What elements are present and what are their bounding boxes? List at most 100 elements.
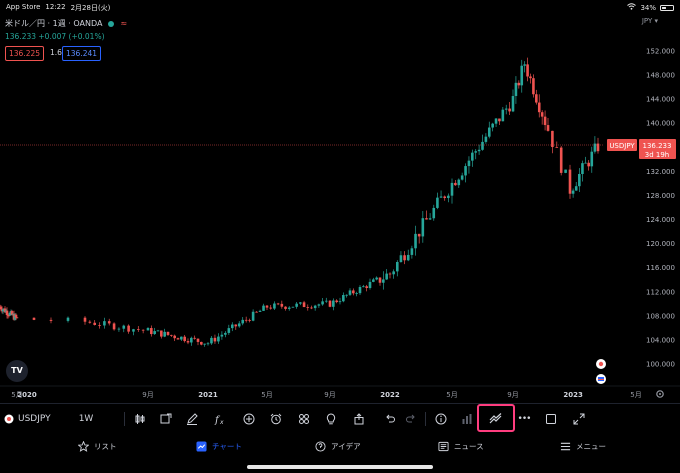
buy-button[interactable]: 136.241: [62, 46, 102, 61]
candle-body: [581, 163, 584, 174]
redo-icon[interactable]: [404, 410, 418, 428]
compare-icon[interactable]: [158, 410, 174, 428]
fullscreen-icon[interactable]: [572, 410, 586, 428]
currency-select[interactable]: JPY ▾: [641, 17, 658, 25]
symbol-header[interactable]: 米ドル／円 · 1週 · OANDA ≈: [5, 18, 127, 29]
toolbar-symbol: USDJPY: [18, 414, 51, 424]
candle-body: [287, 307, 291, 309]
candle-body: [276, 303, 280, 305]
info-icon[interactable]: [434, 410, 448, 428]
bar-countdown: 3d 19h: [645, 151, 669, 159]
candle-body: [8, 312, 12, 316]
candle-body: [220, 334, 224, 337]
candle-body: [406, 254, 410, 261]
candle-body: [532, 78, 535, 95]
candle-body: [183, 336, 186, 342]
candle-body: [454, 182, 457, 186]
candle-body: [237, 323, 241, 327]
tab-news[interactable]: ニュース: [438, 441, 484, 452]
tradingview-logo[interactable]: TV: [6, 360, 28, 382]
tab-chart[interactable]: チャート: [196, 441, 242, 452]
x-tick-label: 2021: [198, 391, 218, 399]
candle-body: [529, 76, 532, 79]
event-marker-icon[interactable]: [596, 359, 606, 369]
home-indicator[interactable]: [247, 465, 433, 469]
alarm-clock-icon[interactable]: [268, 410, 284, 428]
menu-icon: [560, 442, 571, 451]
candle-body: [258, 310, 262, 312]
candle-body: [180, 336, 183, 340]
candle-body: [514, 82, 518, 97]
y-tick-label: 108.000: [646, 312, 675, 320]
candle-body: [306, 307, 310, 308]
share-icon[interactable]: [351, 410, 367, 428]
trade-trend-icon[interactable]: [487, 410, 505, 428]
more-button[interactable]: •••: [517, 414, 532, 424]
draw-pen-icon[interactable]: [184, 410, 200, 428]
candle-body: [200, 341, 203, 345]
candle-body: [382, 279, 385, 283]
tab-bar: リスト チャート アイデア ニュース メニュー: [0, 436, 680, 461]
candle-body: [596, 143, 600, 152]
candle-body: [590, 151, 594, 167]
tab-list[interactable]: リスト: [78, 441, 117, 452]
last-price-badge: [639, 139, 676, 159]
candle-body: [230, 324, 234, 329]
candle-body: [385, 273, 388, 280]
candle-body: [244, 319, 248, 321]
candle-body: [432, 207, 436, 219]
candle-body: [395, 262, 399, 272]
candle-body: [498, 118, 501, 122]
candle-body: [508, 108, 511, 112]
bar-chart-icon[interactable]: [460, 410, 474, 428]
candle-body: [491, 123, 494, 128]
tab-label: リスト: [94, 442, 117, 451]
tab-label: ニュース: [454, 442, 484, 451]
candle-body: [49, 319, 53, 321]
candle-body: [160, 330, 163, 337]
divider: [124, 412, 125, 426]
candle-body: [504, 108, 508, 110]
candle-body: [546, 125, 550, 131]
candle-body: [543, 116, 547, 126]
layout-square-icon[interactable]: [544, 410, 558, 428]
flag-marker-icon[interactable]: [596, 374, 606, 384]
templates-grid-icon[interactable]: [296, 410, 312, 428]
symbol-search-button[interactable]: USDJPY: [4, 410, 64, 428]
candle-body: [173, 335, 176, 339]
x-tick-label: 2022: [380, 391, 400, 399]
candle-body: [317, 304, 321, 306]
sell-button[interactable]: 136.225: [5, 46, 45, 61]
candle-body: [122, 325, 126, 329]
chart-settings-icon[interactable]: [656, 390, 664, 398]
undo-icon[interactable]: [383, 410, 397, 428]
candle-body: [410, 248, 414, 255]
candle-body: [32, 317, 36, 320]
candle-body: [511, 96, 515, 112]
candle-body: [362, 286, 365, 288]
candle-body: [93, 322, 96, 326]
interval-button[interactable]: 1W: [78, 414, 94, 424]
star-icon: [78, 441, 89, 452]
candle-body: [358, 287, 362, 294]
candle-body: [342, 295, 345, 302]
add-icon[interactable]: [241, 410, 257, 428]
tab-menu[interactable]: メニュー: [560, 441, 606, 452]
back-to-app-store[interactable]: App Store: [6, 3, 41, 11]
tab-ideas[interactable]: アイデア: [315, 441, 361, 452]
y-tick-label: 132.000: [646, 168, 675, 176]
candle-body: [206, 343, 210, 345]
candle-body: [112, 323, 116, 330]
candle-body: [428, 218, 432, 220]
candle-type-icon[interactable]: [132, 410, 148, 428]
idea-bulb-icon[interactable]: [323, 410, 339, 428]
price-chart[interactable]: 152.000148.000144.000140.000136.000132.0…: [0, 0, 680, 403]
candle-body: [163, 331, 166, 337]
y-tick-label: 124.000: [646, 216, 675, 224]
candle-body: [193, 337, 196, 339]
last-price-value: 136.233: [643, 142, 672, 150]
candle-body: [520, 65, 524, 86]
candle-body: [66, 317, 70, 321]
candle-body: [280, 303, 284, 307]
